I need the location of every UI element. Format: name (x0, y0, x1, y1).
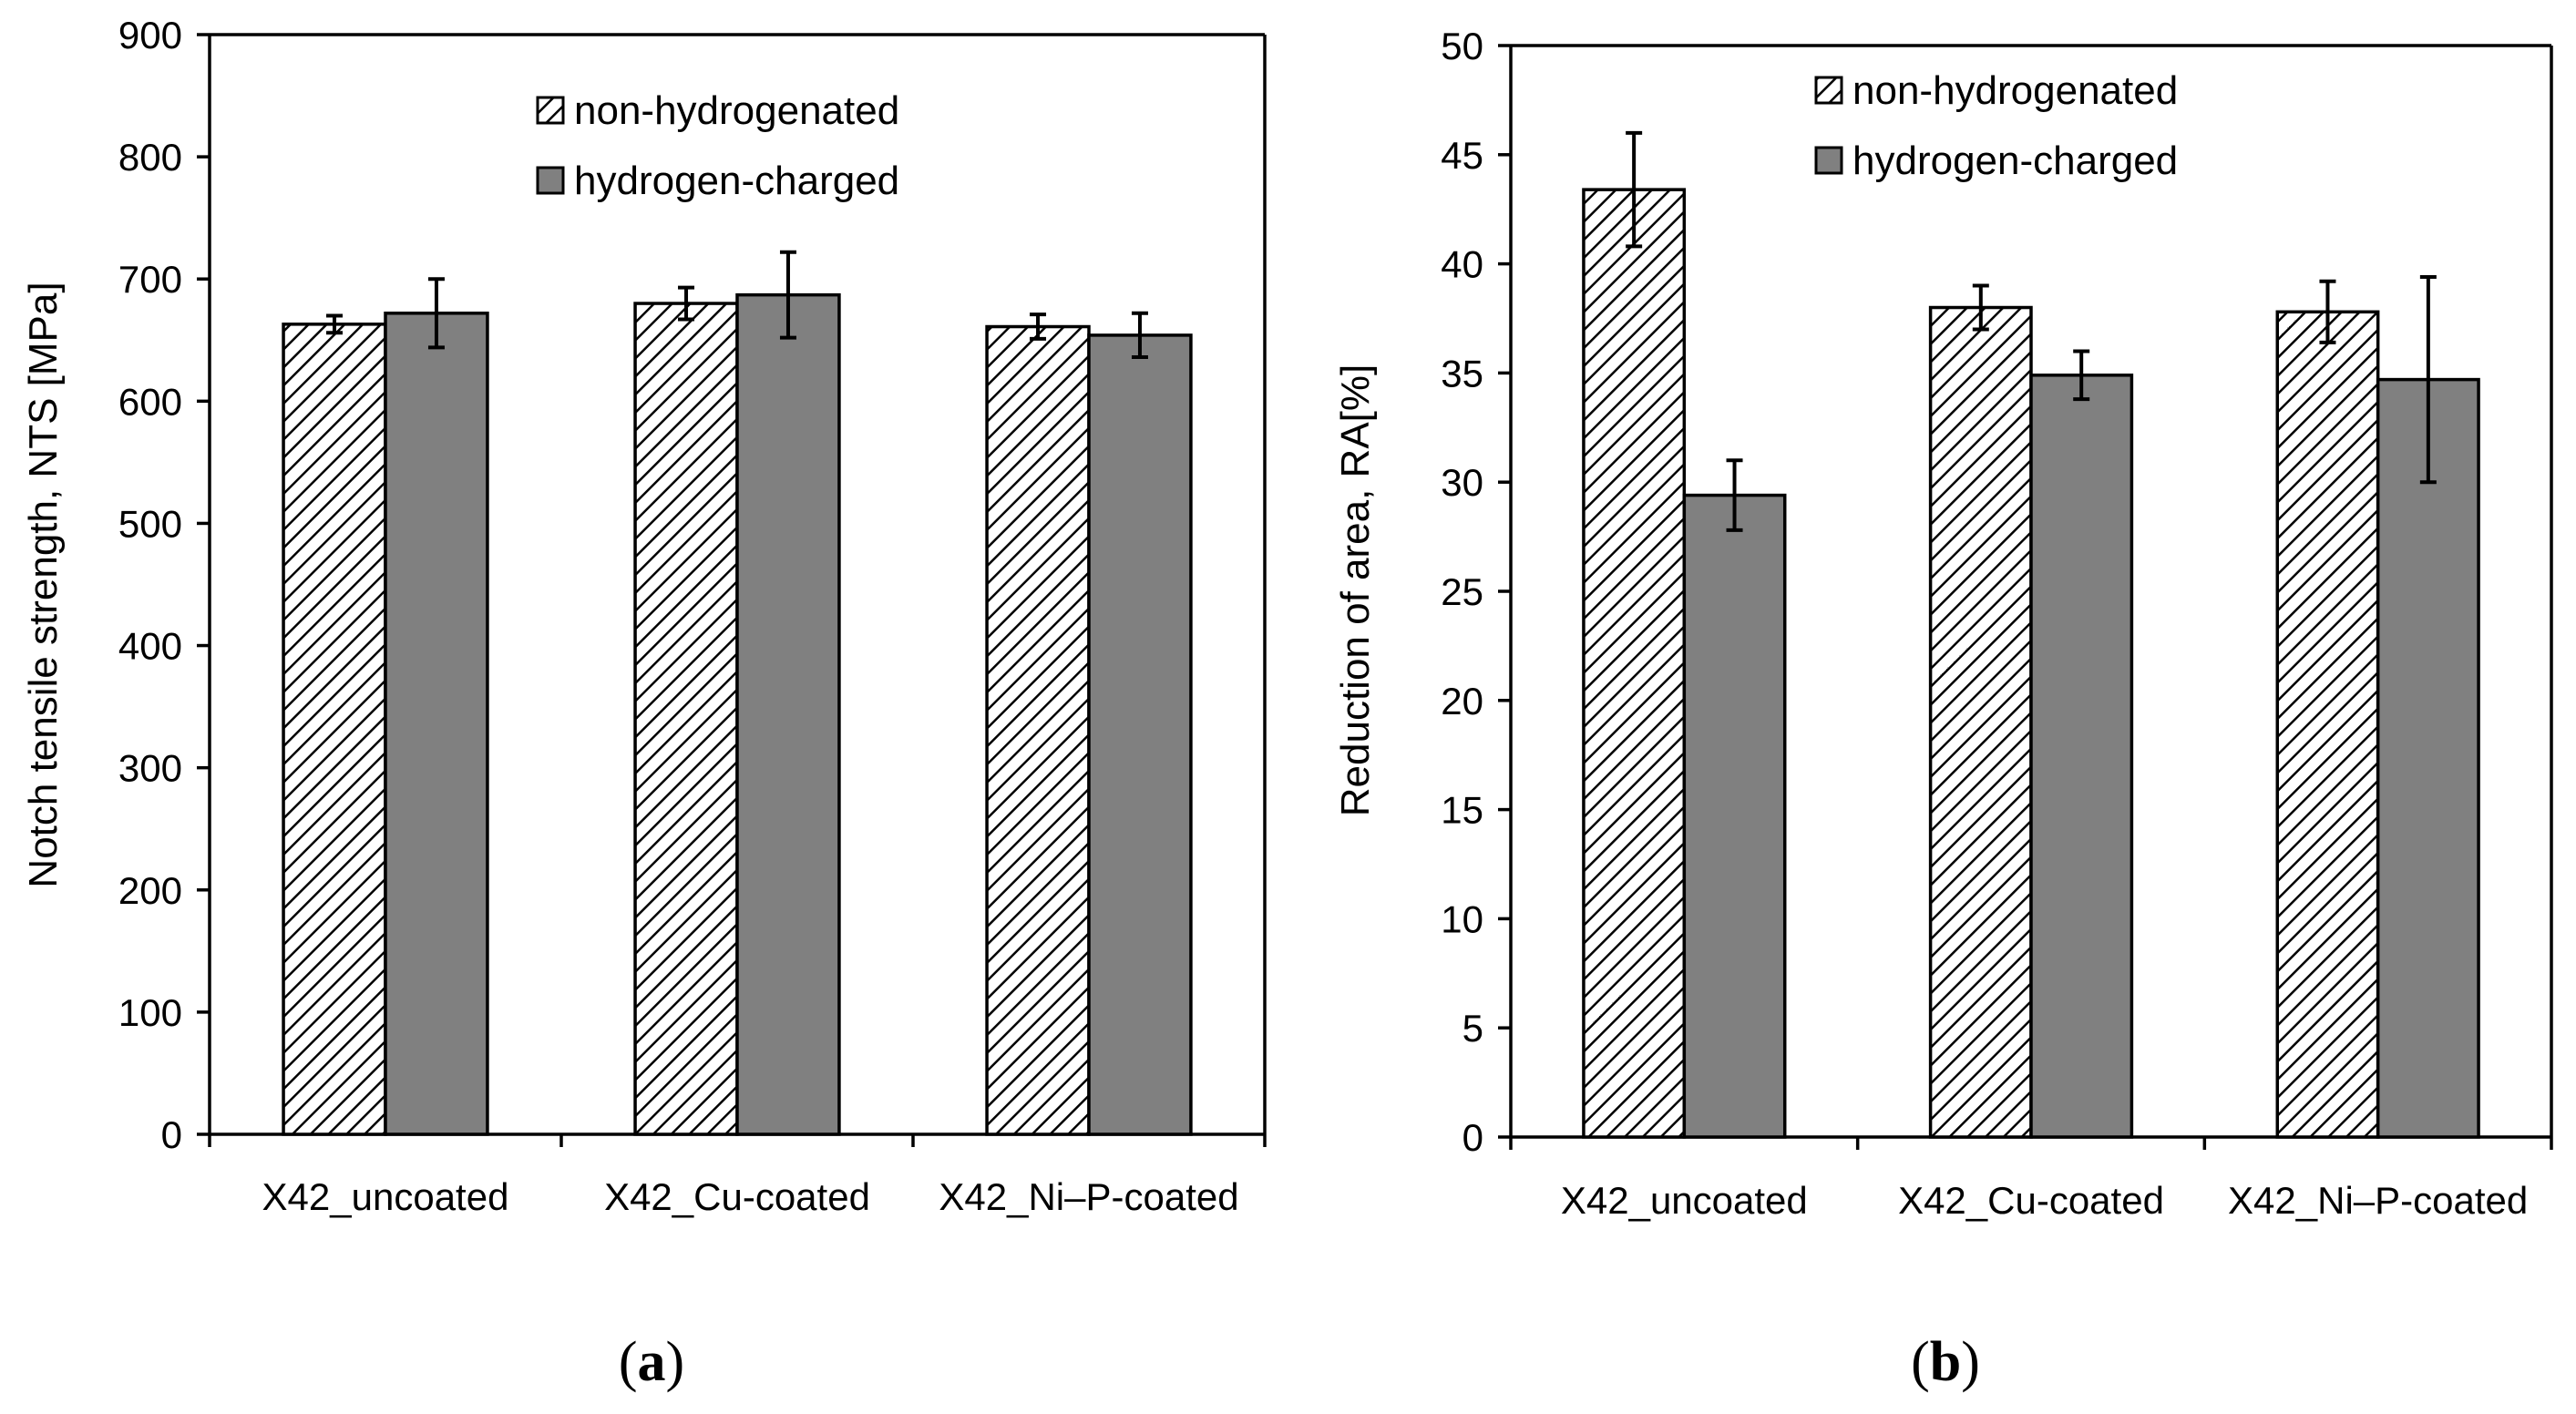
y-tick-label: 800 (118, 136, 182, 179)
y-tick-label: 0 (1462, 1116, 1483, 1159)
y-ticks: 0 5 10 15 20 25 30 35 40 45 50 (1441, 25, 1511, 1159)
error-bars (326, 250, 1148, 360)
bar-hydrogen-charged-2 (735, 292, 841, 1136)
legend-label-non-hydrogenated: non-hydrogenated (574, 88, 899, 133)
y-tick-label: 100 (118, 991, 182, 1034)
bar-hydrogen-charged-1 (1682, 493, 1787, 1139)
y-tick-label: 400 (118, 625, 182, 668)
x-ticks (1509, 1137, 2553, 1150)
y-tick-label: 50 (1441, 25, 1483, 67)
y-tick-label: 10 (1441, 897, 1483, 940)
error-bars (1626, 130, 2437, 532)
bar-hydrogen-charged-1 (384, 312, 489, 1136)
y-tick-label: 600 (118, 380, 182, 423)
legend: non-hydrogenated hydrogen-charged (536, 88, 899, 203)
category-label: X42_uncoated (262, 1175, 509, 1218)
y-tick-label: 300 (118, 747, 182, 790)
panel-label-a: (a) (619, 1331, 684, 1393)
y-tick-label: 5 (1462, 1007, 1483, 1050)
y-tick-label: 200 (118, 869, 182, 912)
bar-non-hydrogenated-2 (633, 302, 739, 1136)
y-tick-label: 45 (1441, 134, 1483, 177)
x-ticks (208, 1134, 1267, 1147)
category-label: X42_uncoated (1561, 1179, 1808, 1222)
bar-non-hydrogenated-1 (282, 323, 387, 1136)
chart-panel-b: 0 5 10 15 20 25 30 35 40 45 50 X42_uncoated X42_Cu-… (1333, 25, 2553, 1393)
legend-swatch-hydrogen-charged (536, 166, 565, 195)
legend-label-hydrogen-charged: hydrogen-charged (574, 159, 899, 203)
category-label: X42_Cu-coated (604, 1175, 870, 1218)
category-labels: X42_uncoated X42_Cu-coated X42_Ni–P-coated (262, 1175, 1239, 1218)
category-labels: X42_uncoated X42_Cu-coated X42_Ni–P-coated (1561, 1179, 2528, 1222)
y-tick-label: 900 (118, 14, 182, 56)
y-tick-label: 25 (1441, 570, 1483, 613)
bar-non-hydrogenated-3 (985, 324, 1091, 1136)
legend-swatch-hydrogen-charged (1814, 146, 1843, 175)
bar-non-hydrogenated-2 (1928, 305, 2033, 1139)
bar-non-hydrogenated-1 (1582, 188, 1687, 1139)
legend-swatch-non-hydrogenated (1814, 76, 1843, 105)
bar-non-hydrogenated-3 (2275, 310, 2380, 1139)
category-label: X42_Ni–P-coated (939, 1175, 1238, 1218)
panel-letter-a: a (638, 1331, 666, 1393)
bars (1582, 188, 2480, 1139)
y-tick-label: 700 (118, 258, 182, 301)
category-label: X42_Cu-coated (1898, 1179, 2164, 1222)
y-tick-label: 0 (161, 1113, 182, 1156)
y-tick-label: 15 (1441, 789, 1483, 832)
y-axis-label: Reduction of area, RA[%] (1333, 364, 1378, 816)
panel-label-b: (b) (1911, 1331, 1980, 1393)
legend: non-hydrogenated hydrogen-charged (1814, 68, 2178, 183)
bar-hydrogen-charged-2 (2029, 374, 2134, 1139)
y-tick-label: 35 (1441, 352, 1483, 394)
legend-label-hydrogen-charged: hydrogen-charged (1852, 138, 2178, 183)
y-tick-label: 500 (118, 502, 182, 545)
panel-letter-b: b (1930, 1331, 1961, 1393)
bar-hydrogen-charged-3 (2376, 377, 2480, 1139)
y-ticks: 0 100 200 300 400 500 600 700 800 900 (118, 14, 210, 1156)
y-tick-label: 30 (1441, 461, 1483, 504)
bars (282, 292, 1193, 1136)
y-tick-label: 40 (1441, 243, 1483, 286)
chart-panel-a: 0 100 200 300 400 500 600 700 800 900 X42_uncoate… (21, 14, 1267, 1393)
legend-swatch-non-hydrogenated (536, 96, 565, 125)
legend-label-non-hydrogenated: non-hydrogenated (1852, 68, 2178, 113)
category-label: X42_Ni–P-coated (2228, 1179, 2528, 1222)
y-tick-label: 20 (1441, 680, 1483, 722)
y-axis-label: Notch tensile strength, NTS [MPa] (21, 282, 66, 887)
bar-hydrogen-charged-3 (1087, 333, 1193, 1136)
